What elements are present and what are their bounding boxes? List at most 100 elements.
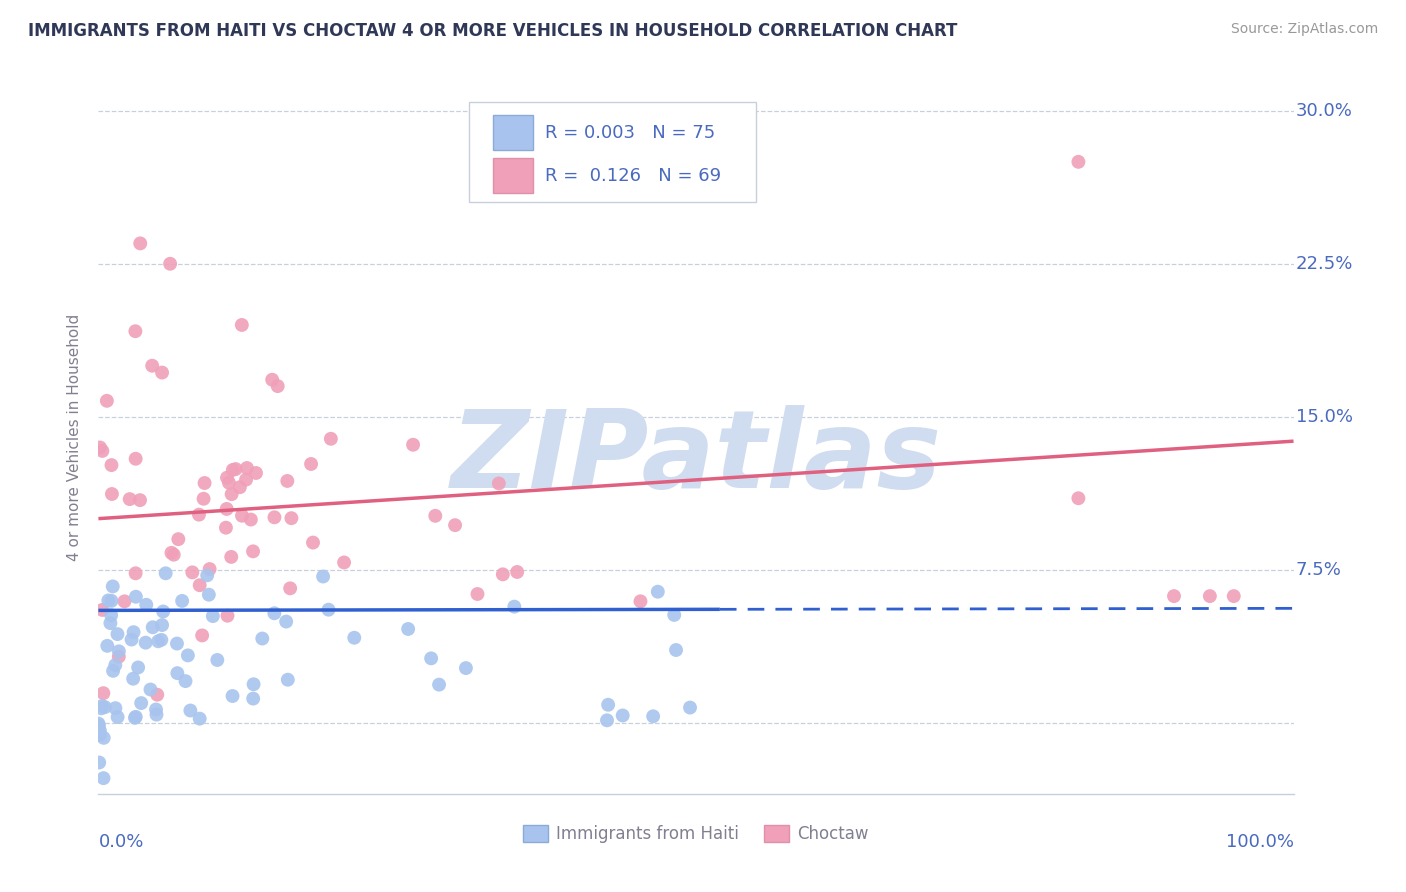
Point [217,608,239,623]
Point [664,607,686,622]
FancyBboxPatch shape [494,115,533,150]
Point [179,704,201,718]
Point [122,625,145,640]
Point [101,664,124,678]
Point [488,476,510,491]
Point [107,710,129,724]
Point [101,579,124,593]
Text: 100.0%: 100.0% [1226,833,1294,851]
Point [503,599,526,614]
Point [191,628,214,642]
Point [108,649,131,664]
Point [93,771,115,785]
Point [101,487,124,501]
Point [100,608,122,623]
Point [93,731,115,745]
Point [425,508,447,523]
Point [91,443,114,458]
Point [108,644,131,658]
Point [194,475,217,490]
FancyBboxPatch shape [470,102,756,202]
Point [630,594,652,608]
Point [215,521,238,535]
Point [1199,589,1222,603]
Point [91,698,114,713]
Point [225,462,247,476]
Point [242,544,264,558]
Point [198,562,221,576]
Point [141,359,163,373]
Point [215,502,238,516]
Point [145,707,167,722]
Point [278,582,301,596]
Point [454,661,477,675]
Point [596,714,619,728]
Point [163,548,186,562]
Point [195,568,218,582]
Point [152,605,174,619]
Point [124,566,146,581]
Point [96,639,118,653]
Point [129,696,152,710]
Point [276,474,298,488]
Point [150,632,173,647]
Point [280,511,302,525]
Text: ZIPatlas: ZIPatlas [450,406,942,511]
Point [89,723,111,738]
Point [177,648,200,663]
Point [160,546,183,560]
Text: IMMIGRANTS FROM HAITI VS CHOCTAW 4 OR MORE VEHICLES IN HOUSEHOLD CORRELATION CHA: IMMIGRANTS FROM HAITI VS CHOCTAW 4 OR MO… [28,22,957,40]
Point [263,510,285,524]
Point [299,457,322,471]
Point [181,566,204,580]
Point [312,569,335,583]
Point [319,432,342,446]
Point [427,678,450,692]
Point [277,673,299,687]
Point [598,698,620,712]
Point [166,636,188,650]
Point [97,593,120,607]
Text: R = 0.003   N = 75: R = 0.003 N = 75 [546,124,716,142]
Point [343,631,366,645]
Point [231,318,253,332]
Point [188,508,211,522]
Point [125,590,148,604]
Point [229,480,252,494]
Point [444,518,467,533]
Point [135,635,157,649]
Point [122,672,145,686]
Text: 22.5%: 22.5% [1296,255,1354,273]
Point [396,622,419,636]
Point [100,616,122,631]
Point [124,711,146,725]
Point [252,632,274,646]
Point [91,603,114,617]
Point [231,508,253,523]
Point [107,627,129,641]
Point [145,702,167,716]
Point [333,556,356,570]
Point [188,578,211,592]
Point [219,549,242,564]
Point [402,438,425,452]
Point [135,598,157,612]
Point [218,475,240,490]
Text: 15.0%: 15.0% [1296,408,1353,425]
Point [239,512,262,526]
Point [222,463,245,477]
Text: 30.0%: 30.0% [1296,102,1353,120]
Point [129,236,152,251]
Legend: Immigrants from Haiti, Choctaw: Immigrants from Haiti, Choctaw [516,818,876,850]
Point [87,716,110,731]
Point [114,594,136,608]
Point [492,567,515,582]
Point [318,603,340,617]
Point [643,709,665,723]
Point [647,584,669,599]
Point [94,700,117,714]
Point [1067,154,1090,169]
Point [89,756,111,770]
Point [198,588,221,602]
Point [127,660,149,674]
